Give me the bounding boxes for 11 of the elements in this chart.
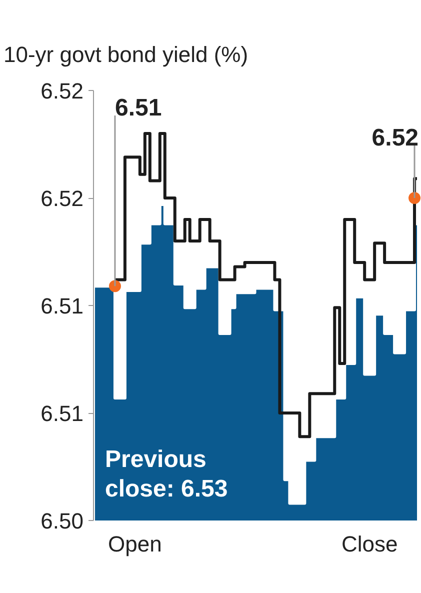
- chart-title: 10-yr govt bond yield (%): [4, 42, 248, 67]
- x-tick-label: Open: [108, 532, 162, 556]
- y-tick-label: 6.52: [40, 186, 84, 211]
- y-tick-label: 6.51: [40, 401, 84, 426]
- annotation: Previous close: 6.53: [105, 446, 228, 502]
- x-tick-label: Close: [341, 532, 398, 556]
- y-tick-label: 6.51: [40, 294, 84, 318]
- data-label: 6.52: [372, 124, 419, 152]
- data-label: 6.51: [114, 94, 162, 122]
- y-tick-label: 6.52: [40, 78, 84, 104]
- y-tick-label: 6.50: [40, 508, 84, 534]
